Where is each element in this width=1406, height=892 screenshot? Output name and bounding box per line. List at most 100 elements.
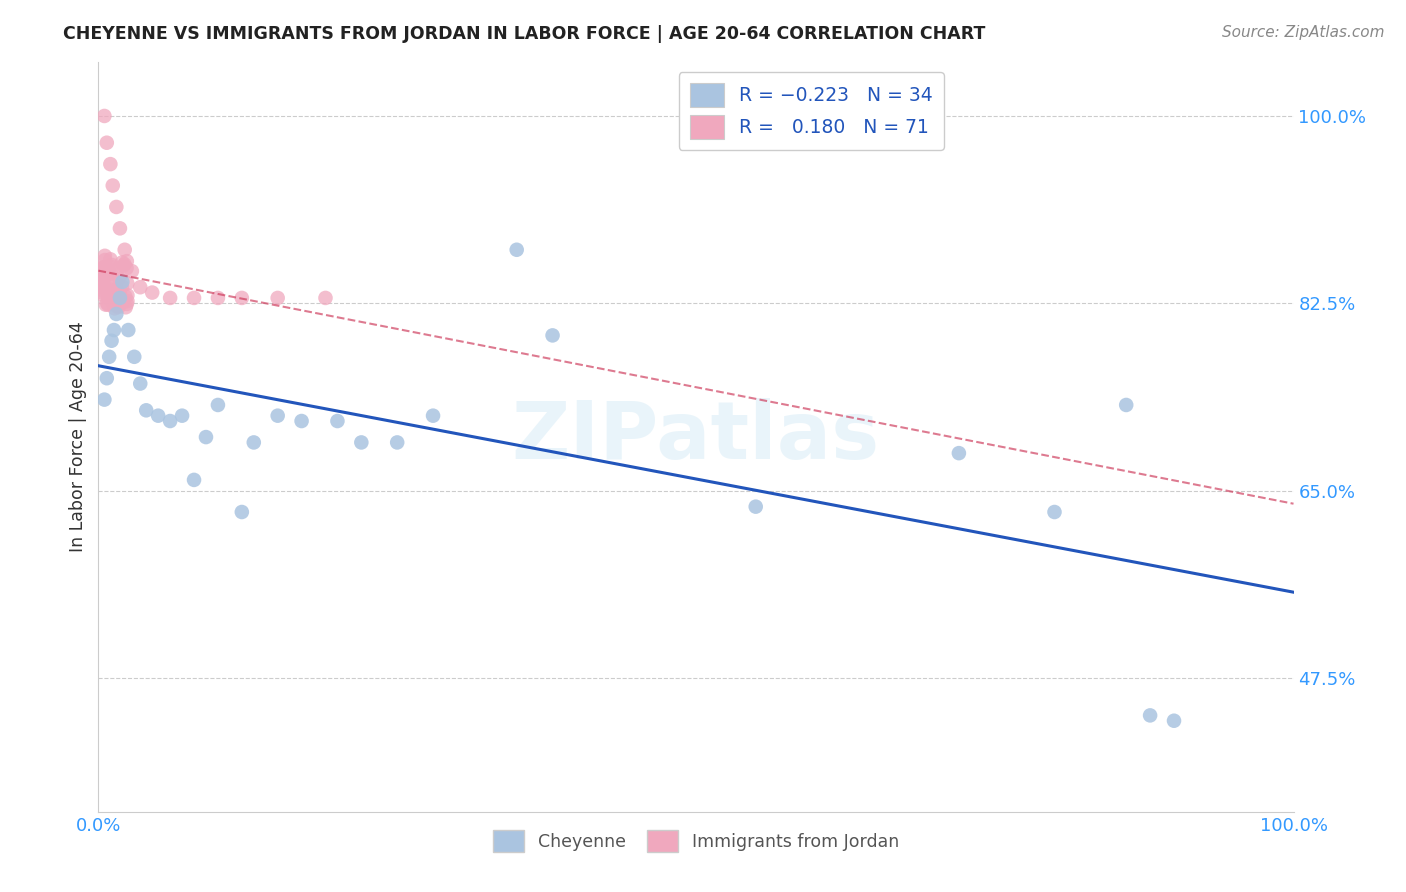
Point [111,275,134,289]
Point [1139,708,1161,723]
Point [267,409,290,423]
Point [103,284,125,298]
Point [94,298,117,312]
Point [115,261,138,276]
Point [112,259,135,273]
Point [745,500,768,514]
Point [96,296,118,310]
Point [948,446,970,460]
Point [93,281,115,295]
Point [105,262,128,277]
Point [114,300,136,314]
Point [94,260,117,275]
Point [117,294,139,309]
Point [422,409,444,423]
Point [111,255,134,269]
Point [124,350,146,364]
Point [96,371,118,385]
Point [115,297,138,311]
Point [101,178,124,193]
Point [110,291,132,305]
Text: CHEYENNE VS IMMIGRANTS FROM JORDAN IN LABOR FORCE | AGE 20-64 CORRELATION CHART: CHEYENNE VS IMMIGRANTS FROM JORDAN IN LA… [63,25,986,43]
Point [93,260,115,275]
Point [91,260,114,275]
Point [541,328,564,343]
Point [350,435,373,450]
Point [94,268,117,283]
Point [105,283,128,297]
Point [98,157,122,171]
Y-axis label: In Labor Force | Age 20-64: In Labor Force | Age 20-64 [69,322,87,552]
Point [108,291,131,305]
Point [98,252,121,267]
Point [96,136,118,150]
Point [108,286,131,301]
Point [105,298,128,312]
Point [114,289,136,303]
Point [172,409,194,423]
Point [90,268,112,282]
Point [105,200,128,214]
Point [159,291,181,305]
Point [97,264,120,278]
Point [506,243,529,257]
Point [97,298,120,312]
Point [117,277,139,291]
Legend: Cheyenne, Immigrants from Jordan: Cheyenne, Immigrants from Jordan [486,823,905,859]
Point [183,473,205,487]
Point [93,262,115,277]
Point [1163,714,1185,728]
Point [90,285,112,299]
Text: ZIPatlas: ZIPatlas [512,398,880,476]
Point [1115,398,1137,412]
Point [101,260,124,275]
Point [97,268,120,282]
Point [90,287,112,301]
Point [141,285,163,300]
Point [105,299,128,313]
Point [114,243,136,257]
Point [103,274,125,288]
Point [207,291,229,305]
Point [97,291,120,305]
Point [94,253,117,268]
Point [129,376,152,391]
Point [91,275,114,289]
Point [183,291,205,305]
Point [231,291,253,305]
Point [103,285,125,299]
Point [291,414,314,428]
Point [93,284,115,298]
Point [385,435,409,450]
Point [135,403,157,417]
Point [111,295,134,310]
Point [148,409,170,423]
Point [101,295,124,310]
Point [108,271,131,285]
Point [114,257,136,271]
Point [104,274,127,288]
Text: Source: ZipAtlas.com: Source: ZipAtlas.com [1222,25,1385,40]
Point [108,221,131,235]
Point [100,334,122,348]
Point [105,284,128,298]
Point [129,280,152,294]
Point [207,398,229,412]
Point [94,249,117,263]
Point [93,392,115,407]
Point [89,272,111,286]
Point [159,414,181,428]
Point [97,263,120,277]
Point [231,505,253,519]
Point [90,278,112,293]
Point [326,414,349,428]
Point [121,264,143,278]
Point [117,288,139,302]
Point [93,109,115,123]
Point [195,430,218,444]
Point [98,282,121,296]
Point [98,350,121,364]
Point [1043,505,1066,519]
Point [117,323,139,337]
Point [104,301,127,316]
